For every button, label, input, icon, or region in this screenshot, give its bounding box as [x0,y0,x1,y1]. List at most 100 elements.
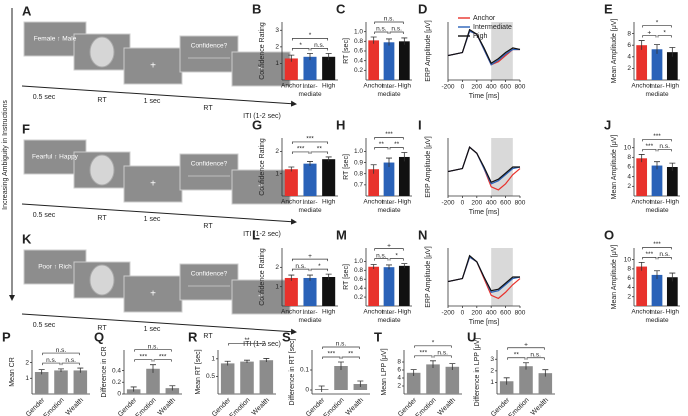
y-tick-label: 2 [275,264,279,271]
panel-letter: T [374,329,382,344]
screen [179,153,239,191]
x-tick-label: Inter-mediate [298,309,322,324]
sig-bracket [310,151,329,154]
panel-letter: B [252,1,261,16]
sig-bracket [322,356,341,359]
y-tick-label: 1 [275,60,279,67]
y-tick-label: 8 [627,30,631,37]
timeline-label: 1 sec [144,326,161,333]
y-tick-label: 3 [490,356,494,363]
bar [398,265,410,306]
error-bar [386,38,392,46]
panel-letter: A [22,3,32,18]
error-bar [288,166,295,172]
shaded-window [491,22,513,80]
x-tick-label: Emotion [229,397,252,416]
erp-line [447,146,520,184]
error-bar [338,361,344,370]
x-tick-label: High [666,199,680,206]
sig-bracket [507,347,545,350]
y-tick-label: 0.5 [206,373,215,380]
x-tick-label: High [322,199,336,206]
panel-letter: U [467,329,476,344]
sig-bracket [374,21,404,24]
error-bar [150,364,156,373]
timeline-label: ITI (1-2 sec) [243,341,281,348]
error-bar [263,358,270,362]
sig-bracket [291,48,310,51]
bar [165,388,180,394]
y-tick-label: 1.0 [354,28,363,35]
y-tick-label: 4 [627,54,631,61]
timeline-label: RT [97,97,107,104]
x-tick-label: Wealth [437,397,457,416]
error-bar [38,369,45,375]
sig-label: n.s. [336,341,347,348]
sig-bracket [389,258,404,261]
y-tick-label: 2 [275,44,279,51]
error-bar [654,270,660,280]
cue-text: Fearful ↑ Happy [32,154,79,161]
sig-bracket [228,343,266,346]
panel-letter: H [336,117,345,132]
y-axis-label: Confidence Rating [259,22,266,80]
sig-label: * [432,340,435,347]
panel-letter: R [188,329,198,344]
y-tick-label: 0.4 [112,367,121,374]
sig-bracket [507,357,526,360]
bar [651,274,663,306]
error-bar [654,44,660,54]
x-tick-label: High [666,83,680,90]
error-bar [325,156,332,162]
panel-letter: M [336,227,347,242]
x-tick-label: Inter-mediate [377,83,401,98]
sig-label: * [299,42,302,49]
y-tick-label: 0 [117,391,121,398]
panel-letter: Q [94,329,104,344]
sig-label: n.s. [384,16,395,23]
question: Confidence? [191,43,228,50]
error-bar [169,385,176,391]
face [89,36,115,68]
x-tick-label: Inter-mediate [645,199,669,214]
error-bar [244,359,250,364]
bar [220,363,235,394]
sig-bracket [657,35,672,38]
error-bar [58,368,64,372]
error-bar [401,263,408,269]
sig-bracket [291,258,329,262]
iti-fixation: + [258,292,264,303]
bar [240,361,254,394]
x-tick-label: High [666,309,680,316]
sig-label: ** [317,146,323,153]
bar [398,156,410,196]
error-bar [401,152,408,162]
error-bar [449,363,456,370]
timeline-arrow [21,85,297,107]
sig-bracket [291,268,310,272]
timeline-arrow [21,313,297,335]
timeline-label: RT [203,223,213,230]
timeline-label: ITI (1-2 sec) [243,113,281,120]
x-tick-label: 600 [500,200,511,207]
x-tick-label: Anchor [631,199,652,206]
sig-bracket [389,147,404,150]
sig-label: n.s. [376,252,387,259]
y-tick-label: 10 [624,256,632,263]
bar [499,381,514,394]
y-tick-label: 6 [397,367,401,374]
error-bar [523,362,529,370]
sig-label: n.s. [376,26,387,33]
x-tick-label: 600 [500,84,511,91]
legend-label: Anchor [473,15,496,22]
panel-letter: S [282,329,291,344]
sig-label: ** [394,141,400,148]
x-tick-label: Wealth [251,397,271,416]
x-tick-label: Anchor [631,309,652,316]
bar [651,165,663,196]
x-tick-label: Inter-mediate [298,199,322,214]
y-axis-label: Difference in CR [101,346,108,397]
timeline-label: 1 sec [144,98,161,105]
y-tick-label: 0.2 [354,67,363,74]
x-tick-label: Emotion [323,397,346,416]
